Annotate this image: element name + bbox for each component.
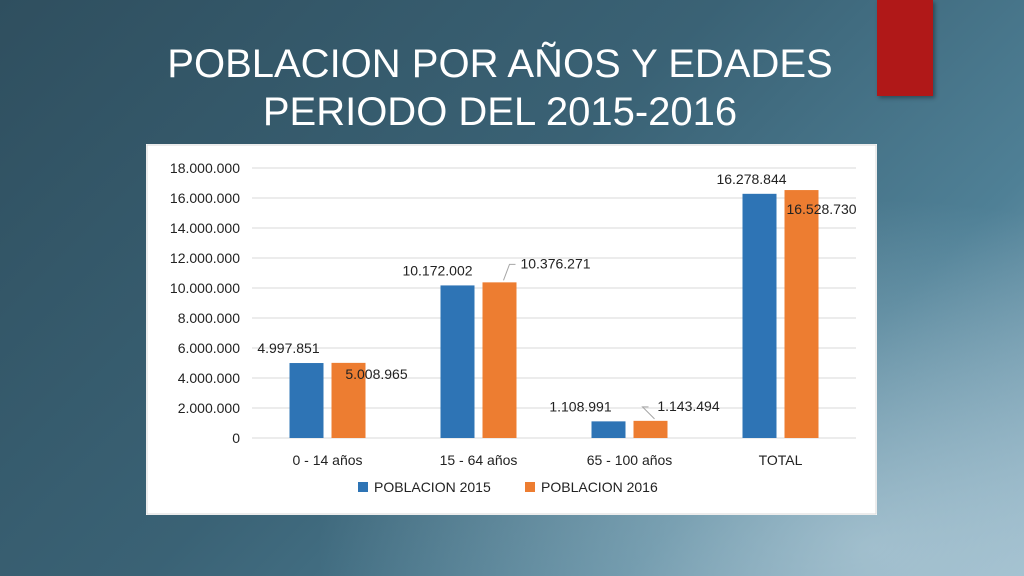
title-line-2: PERIODO DEL 2015-2016 xyxy=(262,90,738,134)
y-tick-label: 4.000.000 xyxy=(178,370,240,386)
chart-panel: 0 2.000.000 4.000.000 6.000.000 8.000.000 10.… xyxy=(146,144,877,515)
category-label: 0 - 14 años xyxy=(292,452,362,468)
y-tick-label: 16.000.000 xyxy=(170,190,240,206)
data-label-2015: 1.108.991 xyxy=(549,398,611,414)
legend-layer: POBLACION 2015 POBLACION 2016 xyxy=(358,479,658,495)
bar-2016-1 xyxy=(482,282,517,438)
bar-2015-3 xyxy=(742,193,777,438)
y-tick-label: 18.000.000 xyxy=(170,160,240,176)
data-label-2016: 10.376.271 xyxy=(520,255,590,271)
data-label-leader xyxy=(641,406,655,420)
legend-swatch-2015 xyxy=(358,482,368,492)
decorative-red-tab xyxy=(877,0,933,96)
data-label-2015: 16.278.844 xyxy=(716,171,786,187)
y-tick-label: 10.000.000 xyxy=(170,280,240,296)
legend-label-2015: POBLACION 2015 xyxy=(374,479,491,495)
legend-swatch-2016 xyxy=(525,482,535,492)
y-tick-label: 8.000.000 xyxy=(178,310,240,326)
data-label-2016: 1.143.494 xyxy=(657,398,719,414)
y-tick-label: 2.000.000 xyxy=(178,400,240,416)
y-tick-label: 12.000.000 xyxy=(170,250,240,266)
title-line-1: POBLACION POR AÑOS Y EDADES xyxy=(167,42,833,86)
label-layer: 0 2.000.000 4.000.000 6.000.000 8.000.000 10.… xyxy=(170,160,857,468)
bar-2016-2 xyxy=(633,420,668,438)
y-tick-label: 6.000.000 xyxy=(178,340,240,356)
data-label-2016: 16.528.730 xyxy=(786,201,856,217)
bar-2015-2 xyxy=(591,421,626,438)
legend-label-2016: POBLACION 2016 xyxy=(541,479,658,495)
data-label-2015: 10.172.002 xyxy=(402,262,472,278)
y-tick-label: 14.000.000 xyxy=(170,220,240,236)
data-label-2016: 5.008.965 xyxy=(345,366,407,382)
bar-2016-3 xyxy=(784,190,819,438)
category-label: TOTAL xyxy=(759,452,803,468)
category-label: 15 - 64 años xyxy=(440,452,518,468)
bar-2015-0 xyxy=(289,363,324,438)
chart-frame xyxy=(146,144,877,515)
category-label: 65 - 100 años xyxy=(587,452,673,468)
y-tick-label: 0 xyxy=(232,430,240,446)
bar-layer xyxy=(289,190,819,438)
bar-2016-0 xyxy=(331,362,366,438)
data-label-2015: 4.997.851 xyxy=(257,340,319,356)
data-label-leader xyxy=(503,263,516,281)
slide-title: POBLACION POR AÑOS Y EDADES PERIODO DEL … xyxy=(150,40,850,136)
bar-2015-1 xyxy=(440,285,475,438)
bar-chart: 0 2.000.000 4.000.000 6.000.000 8.000.000 10.… xyxy=(146,144,877,515)
